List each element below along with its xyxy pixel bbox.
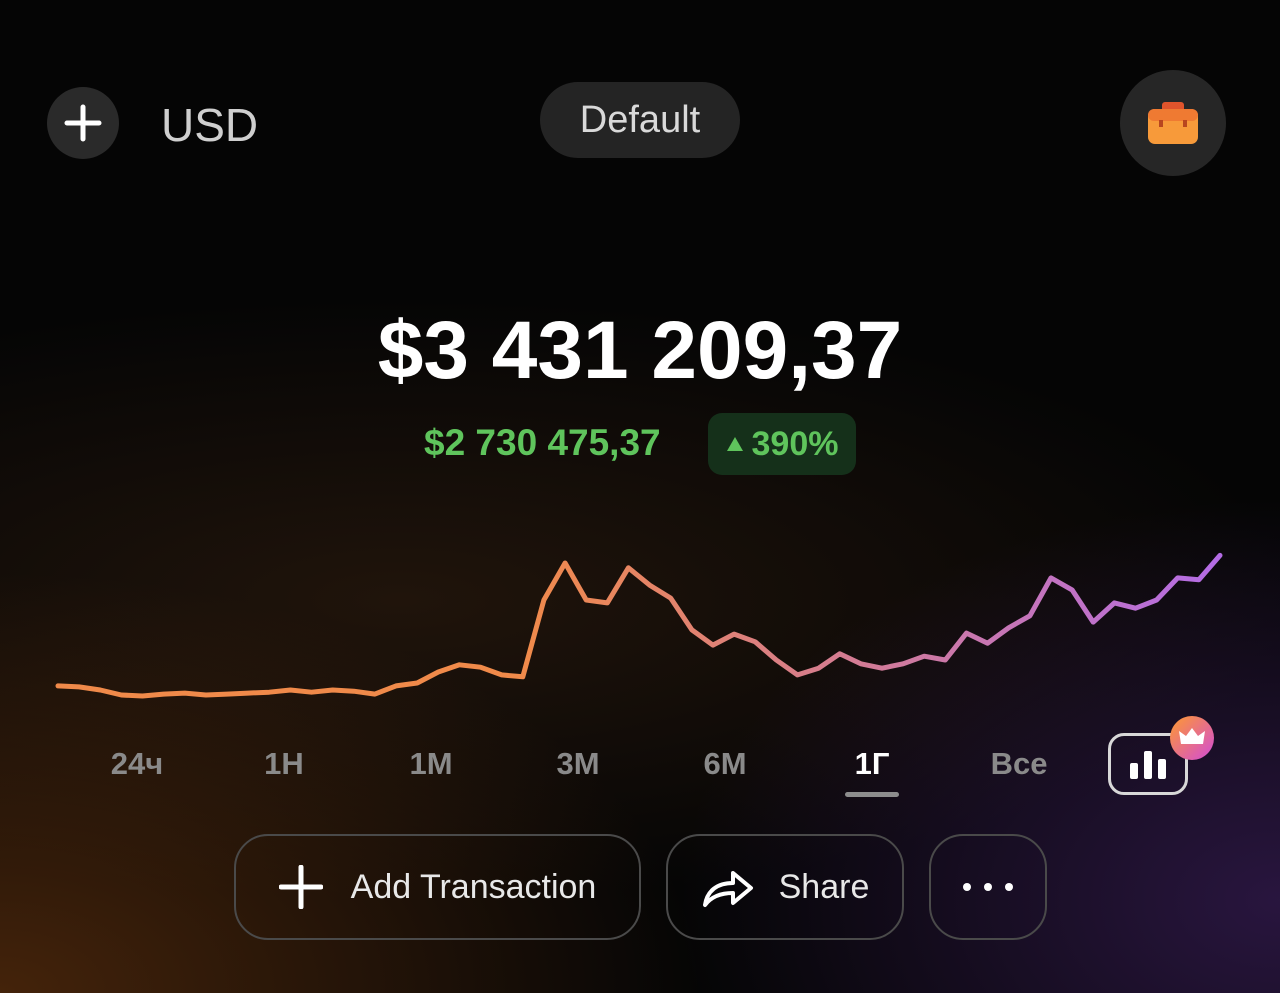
active-underline <box>845 792 899 797</box>
share-button[interactable]: Share <box>666 834 904 940</box>
share-label: Share <box>778 867 870 906</box>
change-percent: 390% <box>751 424 839 463</box>
add-transaction-button[interactable]: Add Transaction <box>234 834 641 940</box>
period-tab[interactable]: 1Н <box>264 746 304 781</box>
bars-icon <box>1130 751 1166 779</box>
change-amount: $2 730 475,37 <box>424 422 661 463</box>
price-line <box>55 552 1223 699</box>
plus-icon <box>64 104 102 142</box>
plus-icon <box>278 865 323 909</box>
chart-type-button[interactable] <box>1108 733 1188 795</box>
change-badge: 390% <box>708 413 856 475</box>
more-icon <box>963 883 1013 891</box>
add-button[interactable] <box>47 87 119 159</box>
currency[interactable]: USD <box>161 99 259 151</box>
period-tab[interactable]: Все <box>990 746 1048 781</box>
add-transaction-label: Add Transaction <box>350 867 597 906</box>
period-tab[interactable]: 1М <box>409 746 453 781</box>
portfolio-icon-button[interactable] <box>1120 70 1226 176</box>
period-tab[interactable]: 3М <box>556 746 600 781</box>
portfolio-pill[interactable]: Default <box>540 82 740 158</box>
briefcase-icon <box>1148 102 1198 144</box>
share-icon <box>702 871 753 907</box>
premium-badge <box>1170 716 1214 760</box>
period-tab[interactable]: 6М <box>703 746 747 781</box>
period-tab[interactable]: 1Г <box>854 746 890 781</box>
period-tab[interactable]: 24ч <box>110 746 164 781</box>
up-arrow <box>726 437 743 451</box>
more-button[interactable] <box>929 834 1047 940</box>
total-balance: $3 431 209,37 <box>377 305 903 396</box>
